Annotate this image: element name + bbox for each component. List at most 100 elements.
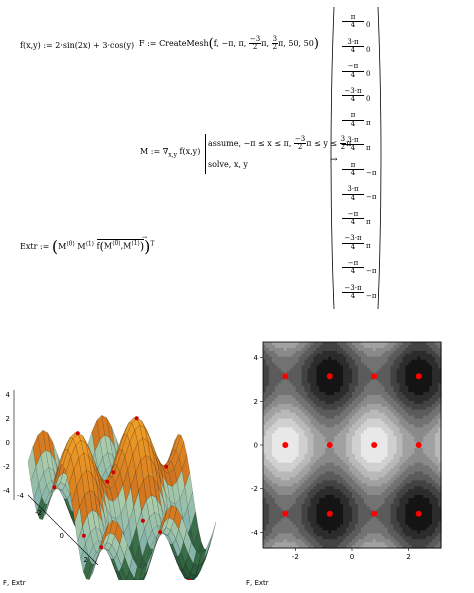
x-tick-label: -2: [292, 553, 299, 561]
F-assign-op: :=: [147, 38, 157, 48]
f-definition[interactable]: f(x,y) := 2·sin(2x) + 3·cos(y): [20, 42, 134, 50]
matrix-cell-y: π: [366, 242, 371, 251]
matrix-cell-y: 0: [366, 94, 371, 103]
extremum-point: [415, 373, 422, 380]
x-axis: [27, 494, 99, 566]
matrix-cell-y: 0: [366, 21, 371, 29]
contour-fill: [263, 342, 442, 549]
x-tick-label: -2: [35, 509, 42, 517]
matrix-row: −π 4 −π: [327, 259, 385, 282]
extremum-point: [415, 442, 422, 448]
extremum-point: [282, 373, 289, 380]
extremum-point: [415, 510, 422, 517]
matrix-row: −π 4 0: [327, 62, 385, 85]
extremum-point: [371, 373, 378, 380]
transpose-sup: T: [150, 240, 155, 248]
extr-open-paren: (: [51, 237, 59, 256]
z-tick-label: -2: [3, 463, 10, 471]
surface-extremum-point: [105, 479, 110, 484]
symbolic-arrow: →: [330, 155, 338, 165]
x-tick-label: -4: [17, 492, 25, 500]
matrix-cell-x: 3·π 4: [342, 185, 364, 202]
extr-close-paren: ): [144, 237, 151, 256]
x-tick-label: 2: [84, 556, 88, 564]
m0-sup: ⟨0⟩: [66, 240, 75, 248]
matrix-row: 3·π 4 −π: [327, 185, 385, 208]
matrix-cell-y: π: [366, 144, 371, 152]
surface-extremum-point: [99, 545, 104, 550]
matrix-cell-y: π: [366, 217, 371, 226]
assume-a: assume, −π ≤ x ≤ π,: [208, 138, 294, 148]
matrix-cell-y: 0: [366, 45, 371, 54]
nabla-sub: x,y: [168, 151, 177, 159]
matrix-cell-y: −π: [366, 193, 377, 202]
assume-b: π ≤ y ≤: [306, 138, 340, 148]
F-args-a: f, −π, π,: [213, 38, 249, 48]
matrix-cell-x: −π 4: [342, 259, 364, 276]
y-tick-label: -2: [251, 485, 258, 493]
M-arg: f(x,y): [179, 147, 201, 156]
F-definition[interactable]: F := CreateMesh(f, −π, π, −3 2 π, 3 2 π, 50,…: [139, 35, 319, 52]
f-lhs: f(x,y): [20, 41, 41, 50]
Extr-definition[interactable]: Extr := (M⟨0⟩ M⟨1⟩ f(M⟨0⟩,M⟨1⟩) →)T: [20, 235, 155, 256]
symbolic-keyword-bar: [205, 134, 206, 174]
matrix-row: −π 4 π: [327, 210, 385, 233]
F-frac1: −3 2: [248, 35, 262, 52]
matrix-cell-x: −3·π 4: [342, 235, 364, 251]
extremum-point: [371, 510, 378, 517]
contour-caption: F, Extr: [246, 579, 269, 587]
M-assign-op: :=: [150, 147, 161, 156]
matrix-cell-y: −π: [366, 267, 377, 275]
contour-plot[interactable]: 4 2 0 -2 -4 -2 0 2: [236, 336, 446, 568]
f-rhs: 2·sin(2x) + 3·cos(y): [55, 41, 135, 50]
y-tick-label: 4: [254, 354, 259, 362]
matrix-cell-x: 3·π 4: [342, 38, 364, 55]
extremum-point: [326, 442, 333, 448]
matrix-left-paren: [330, 6, 335, 310]
x-tick-label: 0: [350, 553, 354, 561]
contour-plot-svg: 4 2 0 -2 -4 -2 0 2: [251, 341, 442, 561]
f-assign-op: :=: [43, 41, 53, 50]
z-tick-label: 4: [6, 391, 11, 399]
m1-sup: ⟨1⟩: [85, 240, 95, 248]
nabla-symbol: ∇: [162, 147, 169, 156]
matrix-row: π 4 −π: [327, 161, 385, 184]
z-tick-label: -4: [3, 487, 11, 495]
y-tick-label: 0: [254, 442, 258, 450]
extremum-point: [326, 373, 333, 380]
solve-keyword[interactable]: solve, x, y: [208, 160, 248, 169]
extremum-point: [282, 442, 289, 448]
extremum-point: [371, 442, 378, 448]
surface-extremum-point: [111, 470, 116, 475]
F-args-c: π, 50, 50: [278, 38, 314, 48]
plot-3d[interactable]: 4 2 0 -2 -4 -4 -2 0 2: [0, 350, 240, 593]
plot3d-caption: F, Extr: [3, 579, 26, 587]
assume-frac1: −3 2: [293, 135, 307, 152]
extremum-point: [282, 510, 289, 517]
f-call: f: [96, 242, 100, 251]
matrix-row: 3·π 4 0: [327, 38, 385, 61]
matrix-right-paren: [377, 6, 382, 310]
M-lhs: M: [140, 147, 149, 156]
matrix-cell-y: 0: [366, 70, 371, 79]
surface-plot-svg: 4 2 0 -2 -4 -4 -2 0 2: [3, 390, 217, 593]
M-definition[interactable]: M := ∇x,y f(x,y): [140, 148, 200, 159]
m1: M: [77, 242, 86, 251]
F-lhs: F: [139, 38, 145, 48]
m0: M: [58, 242, 67, 251]
matrix-cell-x: −π 4: [342, 210, 364, 227]
close-paren: ): [313, 36, 319, 52]
z-tick-label: 0: [6, 439, 10, 447]
surface-extremum-point: [140, 518, 145, 523]
surface-extremum-point: [158, 530, 163, 535]
extremum-point: [326, 510, 333, 517]
surface-mesh: [27, 414, 217, 593]
Extr-lhs: Extr: [20, 242, 38, 251]
surface-extremum-point: [81, 533, 86, 538]
